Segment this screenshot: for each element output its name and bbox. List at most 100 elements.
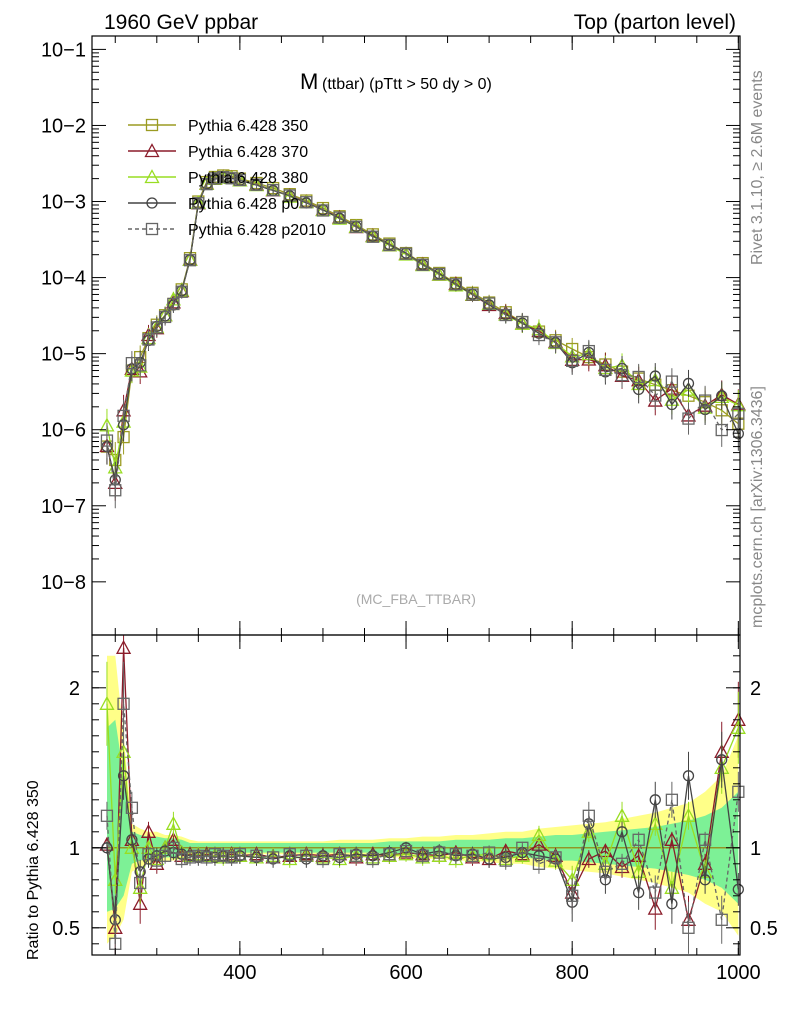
ratio-point-p2010 [632,833,645,846]
data-point-p2010 [599,363,612,377]
ratio-point-p380 [614,807,630,822]
energy-title: 1960 GeV ppbar [104,11,258,34]
data-point-p0 [666,398,678,411]
ratio-point-p2010 [134,876,147,890]
data-point-p2010 [366,230,379,243]
ratio-point-p370 [581,851,597,866]
ratio-point-p2010 [266,851,280,864]
ratio-point-p380 [99,695,115,710]
ratio-point-p370 [140,823,157,838]
ratio-y-tick-label-right: 2 [750,678,761,700]
data-point-p2010 [416,258,429,271]
ratio-point-p2010 [482,846,496,859]
legend-label-p350: Pythia 6.428 350 [188,118,308,135]
data-point-p2010 [632,370,645,384]
ratio-point-p2010 [698,833,712,846]
ratio-point-p2010 [333,848,346,861]
ratio-point-p2010 [449,848,463,861]
ratio-point-p2010 [125,801,139,814]
data-point-p2010 [300,196,313,209]
legend-marker-p0 [146,197,158,209]
ratio-point-p2010 [615,857,629,870]
ratio-point-p2010 [200,851,213,864]
data-point-p2010 [516,315,529,329]
ratio-point-p0 [616,826,628,838]
ratio-panel-series [99,635,746,955]
data-point-p2010 [532,328,546,342]
ratio-point-p370 [115,639,132,654]
data-point-p2010 [183,254,197,267]
ratio-point-p2010 [366,852,379,866]
ratio-y-tick-label-right: 0.5 [750,918,778,940]
ratio-point-p0 [666,898,678,910]
ratio-point-p380 [165,815,182,830]
y-tick-label: 10−6 [41,420,86,442]
main-panel-series [99,169,746,509]
ratio-point-p2010 [732,785,745,798]
data-point-p2010 [399,247,413,260]
ratio-point-p2010 [316,852,330,866]
process-title: Top (parton level) [574,11,736,34]
ratio-point-p2010 [100,809,114,822]
y-tick-label: 10−1 [41,39,86,61]
data-point-p2010 [665,375,679,388]
x-tick-label: 400 [223,962,256,984]
ratio-point-p0 [126,834,138,846]
data-point-p2010 [217,171,230,184]
data-point-p380 [282,188,298,203]
ratio-point-p2010 [117,697,130,710]
ratio-point-p380 [107,871,123,886]
series-line-p350 [106,174,739,462]
data-point-p2010 [283,189,296,202]
data-point-p2010 [615,368,629,382]
data-point-p380 [398,246,414,261]
observable-subtitle: (ttbar) (pTtt > 50 dy > 0) [322,76,492,93]
ratio-point-p380 [581,823,597,838]
ratio-point-p2010 [582,809,595,822]
data-point-p2010 [158,310,172,324]
legend-marker-p380 [144,169,160,184]
ratio-point-p0 [649,794,661,806]
legend-label-p0: Pythia 6.428 p0 [188,196,299,213]
ratio-point-p2010 [150,854,163,867]
ratio-panel-frame [91,634,741,956]
ratio-y-tick-label-right: 1 [750,838,761,860]
data-point-p2010 [250,178,263,191]
ratio-point-p2010 [350,849,363,862]
data-point-p0 [682,377,695,390]
ratio-point-p380 [730,719,746,734]
ratio-bands [92,655,740,944]
ratio-point-p380 [124,839,140,854]
y-tick-label: 10−5 [41,344,86,366]
ratio-point-p2010 [665,793,679,806]
ratio-point-p2010 [300,849,313,862]
legend-label-p2010: Pythia 6.428 p2010 [188,222,326,239]
ratio-point-p2010 [599,865,612,878]
data-point-p2010 [266,184,280,197]
data-point-p2010 [698,394,712,407]
legend-marker-p350 [145,118,159,132]
data-point-p2010 [466,288,479,301]
legend-marker-p370 [144,143,160,158]
y-tick-label: 10−4 [41,268,86,290]
data-point-p2010 [134,359,147,372]
ratio-point-p2010 [383,848,396,861]
data-point-p2010 [208,172,222,185]
ratio-point-p2010 [158,849,172,862]
uncertainty-band-yellow [107,655,739,944]
ratio-point-p2010 [142,848,155,861]
ratio-point-p380 [398,846,414,861]
ratio-point-p370 [132,895,148,910]
ratio-point-p0 [699,874,711,886]
legend-marker-p2010 [145,222,159,236]
data-point-p2010 [316,204,330,217]
ratio-point-p2010 [183,851,197,864]
ratio-point-p0 [632,886,645,899]
ratio-point-p2010 [649,886,662,899]
ratio-point-p2010 [499,854,512,867]
data-point-p2010 [192,197,205,210]
data-point-p2010 [109,484,122,497]
ratio-point-p2010 [549,851,562,864]
ratio-point-p380 [448,851,464,866]
y-tick-label: 10−3 [41,192,86,214]
